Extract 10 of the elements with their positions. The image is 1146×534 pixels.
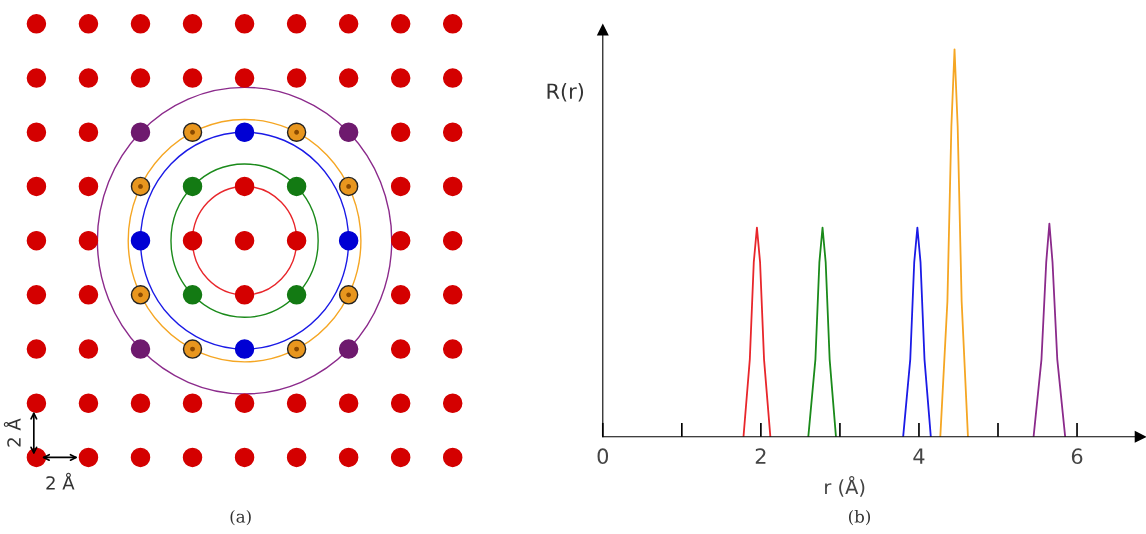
x-tick-label: 6 [1071, 448, 1083, 465]
text: 2 Å [46, 472, 75, 490]
x-tick-label: 4 [913, 448, 925, 464]
text: 2 Å [3, 418, 21, 447]
y-axis-title: R(r) [547, 83, 584, 102]
x-tick-label: 0 [597, 448, 609, 465]
text: (a) [230, 509, 251, 526]
x-tick-label: 2 [755, 448, 766, 464]
text: (b) [848, 509, 871, 526]
x-axis-title: r (Å) [825, 476, 865, 497]
